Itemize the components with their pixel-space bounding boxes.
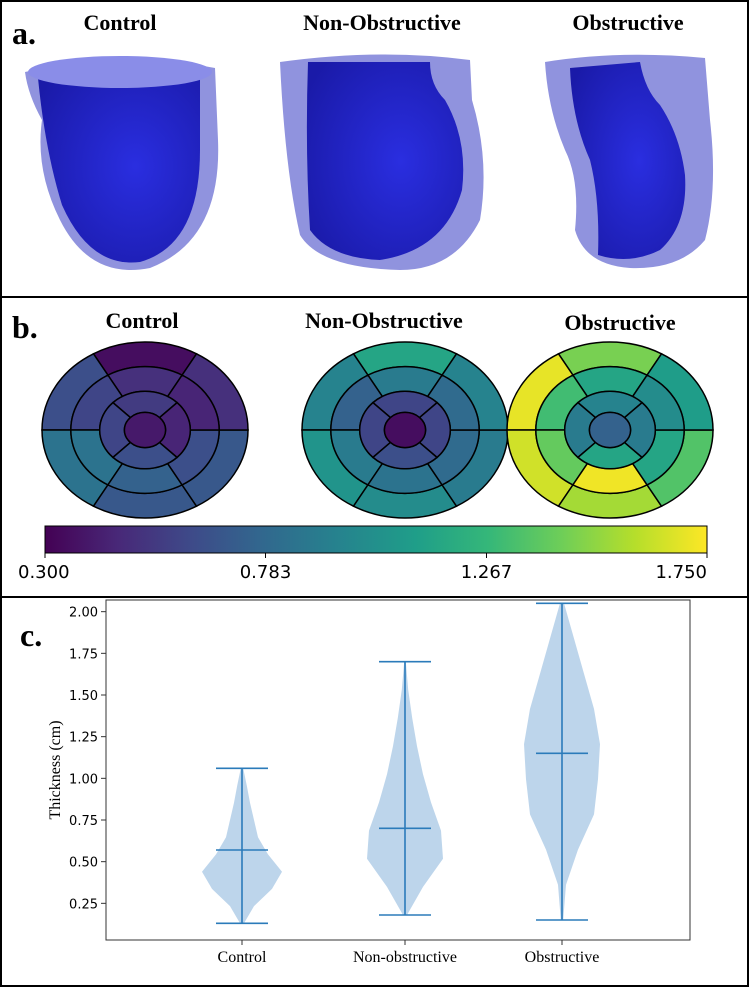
x-tick-label: Obstructive — [525, 949, 600, 966]
panel-title: Non-Obstructive — [303, 10, 461, 35]
y-tick-label: 2.00 — [69, 606, 98, 621]
panel-label: b. — [12, 309, 38, 345]
colorbar-tick-label: 0.783 — [240, 562, 292, 583]
bullseye-segment — [123, 411, 167, 449]
x-tick-label: Non-obstructive — [353, 949, 457, 966]
colorbar — [44, 525, 708, 554]
bullseye-segment — [588, 411, 632, 449]
bullseye-segment — [383, 411, 427, 449]
panel-label: a. — [12, 15, 36, 51]
panel-title: Obstructive — [572, 10, 683, 35]
panel-title: Obstructive — [564, 310, 675, 335]
y-tick-label: 0.50 — [69, 856, 98, 871]
y-tick-label: 1.75 — [69, 647, 98, 662]
panel-title: Control — [106, 308, 179, 333]
x-tick-label: Control — [218, 949, 267, 966]
plot-frame — [105, 599, 691, 941]
panel-title: Non-Obstructive — [305, 308, 463, 333]
y-tick-label: 0.75 — [69, 814, 98, 829]
heart-obstructive — [545, 54, 714, 269]
panel-title: Control — [84, 10, 157, 35]
y-tick-label: 1.50 — [69, 689, 98, 704]
y-tick-label: 1.00 — [69, 772, 98, 787]
panel-c-frame — [0, 596, 749, 987]
y-tick-label: 0.25 — [69, 897, 98, 912]
y-axis-label: Thickness (cm) — [47, 720, 64, 819]
colorbar-tick-label: 1.267 — [461, 562, 513, 583]
y-tick-label: 1.25 — [69, 731, 98, 746]
heart-non-obstructive — [280, 54, 484, 270]
heart-control — [25, 56, 219, 271]
colorbar-tick-label: 0.300 — [18, 562, 70, 583]
panel-label: c. — [20, 617, 42, 653]
colorbar-tick-label: 1.750 — [655, 562, 707, 583]
